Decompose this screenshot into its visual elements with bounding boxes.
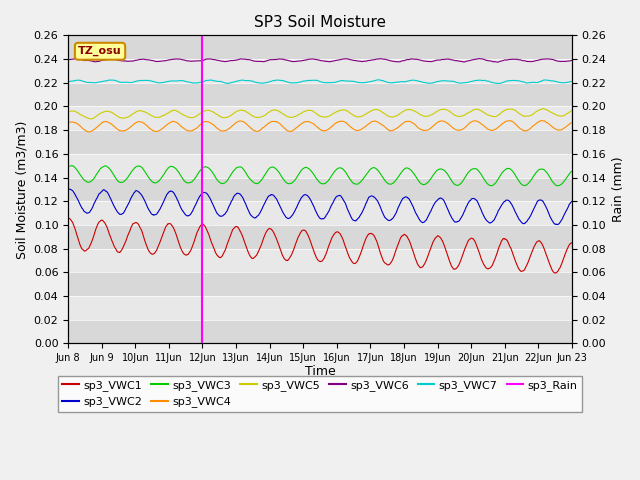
Bar [68,36,572,59]
Bar [68,225,572,249]
Bar [68,83,572,107]
Bar [68,320,572,344]
Bar [68,107,572,130]
Text: TZ_osu: TZ_osu [78,46,122,56]
X-axis label: Time: Time [305,365,335,378]
Y-axis label: Soil Moisture (m3/m3): Soil Moisture (m3/m3) [15,120,28,259]
Bar [68,296,572,320]
Bar [68,249,572,272]
Legend: sp3_VWC1, sp3_VWC2, sp3_VWC3, sp3_VWC4, sp3_VWC5, sp3_VWC6, sp3_VWC7, sp3_Rain: sp3_VWC1, sp3_VWC2, sp3_VWC3, sp3_VWC4, … [58,375,582,412]
Bar [68,154,572,178]
Title: SP3 Soil Moisture: SP3 Soil Moisture [254,15,386,30]
Bar [68,201,572,225]
Bar [68,272,572,296]
Y-axis label: Rain (mm): Rain (mm) [612,156,625,222]
Bar [68,130,572,154]
Bar [68,59,572,83]
Bar [68,178,572,201]
